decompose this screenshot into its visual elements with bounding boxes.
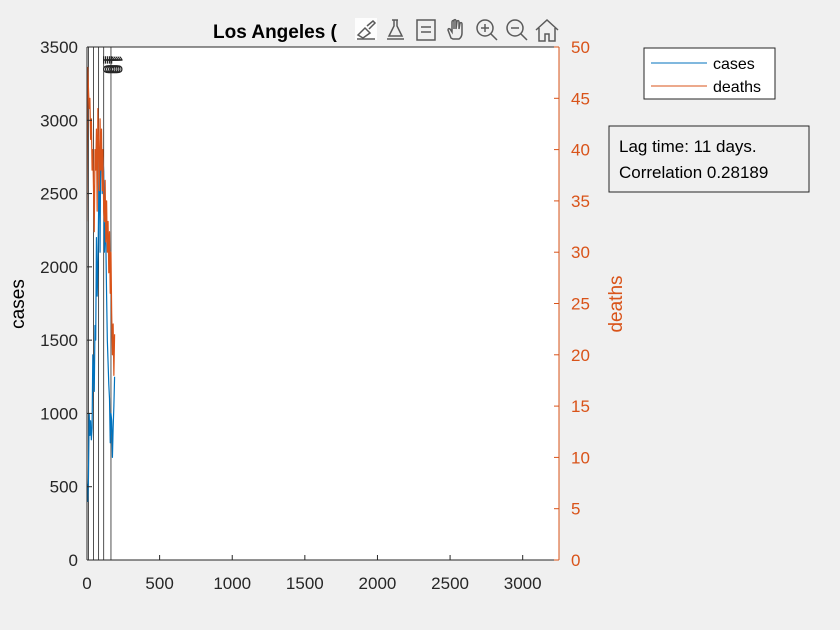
legend-label-cases: cases xyxy=(713,56,755,73)
y-tick-label-right: 0 xyxy=(571,551,580,570)
y-tick-label-right: 25 xyxy=(571,295,590,314)
x-tick-label: 500 xyxy=(145,574,173,593)
y-tick-label-left: 3500 xyxy=(40,38,78,57)
annotation-box xyxy=(608,125,810,193)
zoom-out-icon[interactable] xyxy=(506,19,528,41)
y-tick-label-left: 2000 xyxy=(40,258,78,277)
axes-background xyxy=(87,47,559,560)
insert-legend-icon[interactable] xyxy=(416,19,436,41)
annotation-lag-time: Lag time: 11 days. xyxy=(619,137,757,156)
y-tick-label-left: 2500 xyxy=(40,185,78,204)
y-tick-label-right: 35 xyxy=(571,192,590,211)
x-tick-label: 2500 xyxy=(431,574,469,593)
y-tick-label-left: 3000 xyxy=(40,111,78,130)
legend-box xyxy=(643,47,776,100)
y-tick-label-right: 20 xyxy=(571,346,590,365)
vertical-line-label: 10 xyxy=(105,55,124,74)
y-axis-label-right: deaths xyxy=(606,275,627,332)
y-tick-label-right: 15 xyxy=(571,397,590,416)
y-tick-label-right: 50 xyxy=(571,38,590,57)
chart-title: Los Angeles ( xyxy=(213,22,338,43)
series-line-deaths xyxy=(87,66,116,376)
x-tick-label: 0 xyxy=(82,574,91,593)
annotation-correlation: Correlation 0.28189 xyxy=(619,163,768,182)
home-icon[interactable] xyxy=(535,18,559,42)
vertical-line-label: 10 xyxy=(101,55,120,74)
y-axis-label-left: cases xyxy=(8,279,29,329)
x-tick-label: 1000 xyxy=(213,574,251,593)
y-tick-label-right: 5 xyxy=(571,500,580,519)
ticks-layer: 0 500 1000 1500 2000 2500 30000500100015002000… xyxy=(40,38,590,593)
x-tick-label: 3000 xyxy=(504,574,542,593)
legend-label-deaths: deaths xyxy=(713,79,761,96)
y-tick-label-left: 1500 xyxy=(40,331,78,350)
x-tick-label: 1500 xyxy=(286,574,324,593)
x-tick-label: 2000 xyxy=(359,574,397,593)
vertical-line-label: 10 xyxy=(103,55,122,74)
vertical-line-label: 10 xyxy=(107,55,126,74)
pan-icon[interactable] xyxy=(447,18,463,40)
y-tick-label-left: 0 xyxy=(69,551,78,570)
brush-icon[interactable] xyxy=(355,18,377,40)
y-tick-label-right: 40 xyxy=(571,141,590,160)
y-tick-label-right: 45 xyxy=(571,89,590,108)
zoom-in-icon[interactable] xyxy=(476,19,498,41)
y-tick-label-left: 500 xyxy=(50,478,78,497)
y-tick-label-left: 1000 xyxy=(40,404,78,423)
axes-toolbar xyxy=(355,18,559,42)
y-tick-label-right: 30 xyxy=(571,243,590,262)
series-layer xyxy=(87,66,116,502)
annotation-textbox: Lag time: 11 days. Correlation 0.28189 xyxy=(608,125,810,193)
legend[interactable]: cases deaths xyxy=(643,47,776,100)
y-tick-label-right: 10 xyxy=(571,448,590,467)
vertical-line-label: 10 xyxy=(99,55,118,74)
data-tips-icon[interactable] xyxy=(387,19,404,40)
